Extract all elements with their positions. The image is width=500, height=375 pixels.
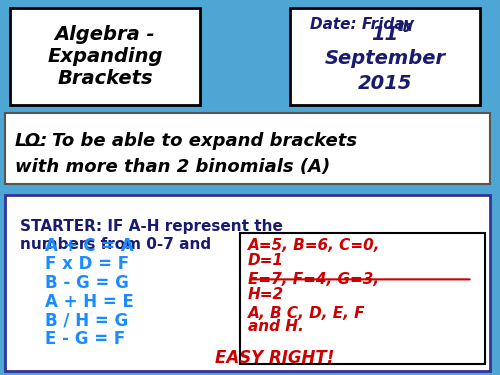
- Text: Algebra -
Expanding
Brackets: Algebra - Expanding Brackets: [47, 25, 163, 88]
- Text: A + H = E: A + H = E: [45, 293, 134, 311]
- Text: LO:: LO:: [15, 132, 48, 150]
- Text: B - G = G: B - G = G: [45, 274, 129, 292]
- Text: E=7, F=4, G=3,: E=7, F=4, G=3,: [248, 272, 378, 287]
- Text: B / H = G: B / H = G: [45, 312, 128, 330]
- Text: th: th: [397, 20, 413, 34]
- Text: 11: 11: [372, 25, 398, 44]
- Text: STARTER: IF A-H represent the
numbers from 0-7 and: STARTER: IF A-H represent the numbers fr…: [20, 219, 283, 252]
- Text: 2015: 2015: [358, 74, 412, 93]
- Text: H=2: H=2: [248, 287, 284, 302]
- Text: and H.: and H.: [248, 319, 303, 334]
- FancyBboxPatch shape: [290, 8, 480, 105]
- FancyBboxPatch shape: [5, 195, 490, 371]
- Text: E - G = F: E - G = F: [45, 330, 125, 348]
- Text: with more than 2 binomials (A): with more than 2 binomials (A): [15, 158, 330, 176]
- Text: D=1: D=1: [248, 253, 284, 268]
- Text: EASY RIGHT!: EASY RIGHT!: [216, 349, 334, 367]
- Text: September: September: [324, 49, 446, 68]
- Text: A, B C, D, E, F: A, B C, D, E, F: [248, 306, 365, 321]
- FancyBboxPatch shape: [10, 8, 200, 105]
- FancyBboxPatch shape: [240, 232, 485, 364]
- Text: Date: Friday: Date: Friday: [310, 17, 414, 32]
- FancyBboxPatch shape: [5, 112, 490, 184]
- Text: F x D = F: F x D = F: [45, 255, 129, 273]
- Text: A=5, B=6, C=0,: A=5, B=6, C=0,: [248, 238, 380, 253]
- Text: To be able to expand brackets: To be able to expand brackets: [52, 132, 358, 150]
- Text: A + C = A: A + C = A: [45, 237, 134, 255]
